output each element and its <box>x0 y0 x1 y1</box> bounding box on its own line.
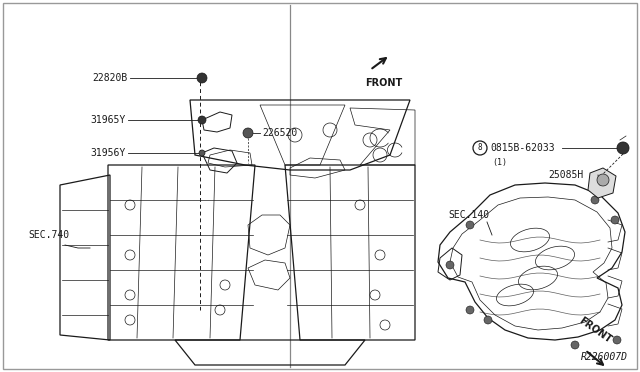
Circle shape <box>199 150 205 156</box>
Text: (1): (1) <box>492 157 507 167</box>
Text: R226007D: R226007D <box>581 352 628 362</box>
Text: 226520: 226520 <box>262 128 297 138</box>
Text: SEC.140: SEC.140 <box>448 210 489 220</box>
Text: FRONT: FRONT <box>577 315 613 345</box>
Circle shape <box>597 174 609 186</box>
Circle shape <box>446 261 454 269</box>
Circle shape <box>571 341 579 349</box>
Text: FRONT: FRONT <box>365 78 403 88</box>
Text: 31965Y: 31965Y <box>91 115 126 125</box>
Text: 31956Y: 31956Y <box>91 148 126 158</box>
FancyBboxPatch shape <box>3 3 637 369</box>
Text: 8: 8 <box>477 144 483 153</box>
Text: 22820B: 22820B <box>93 73 128 83</box>
Circle shape <box>484 316 492 324</box>
Circle shape <box>198 116 206 124</box>
Circle shape <box>466 221 474 229</box>
Text: 0815B-62033: 0815B-62033 <box>490 143 555 153</box>
Circle shape <box>617 142 629 154</box>
Text: 25085H: 25085H <box>548 170 583 180</box>
Circle shape <box>611 216 619 224</box>
Polygon shape <box>588 168 616 198</box>
Circle shape <box>591 196 599 204</box>
Circle shape <box>243 128 253 138</box>
Circle shape <box>466 306 474 314</box>
Circle shape <box>613 336 621 344</box>
Text: SEC.740: SEC.740 <box>28 230 69 240</box>
Circle shape <box>197 73 207 83</box>
